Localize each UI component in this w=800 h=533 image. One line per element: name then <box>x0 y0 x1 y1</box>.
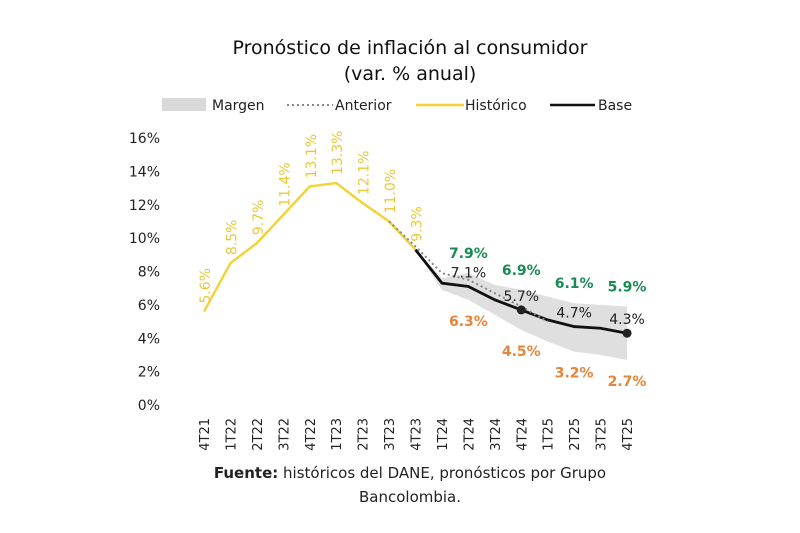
x-tick-label: 4T25 <box>621 418 636 451</box>
base-point-marker <box>622 328 632 338</box>
x-tick-label: 3T23 <box>383 418 398 451</box>
y-tick-label: 14% <box>129 164 160 180</box>
source-text: históricos del DANE, pronósticos por Gru… <box>278 464 606 482</box>
x-tick-label: 3T22 <box>277 418 292 451</box>
x-tick-label: 1T25 <box>542 418 557 451</box>
x-tick-label: 3T25 <box>595 418 610 451</box>
legend-swatch-margen <box>162 98 206 111</box>
x-tick-label: 4T24 <box>515 418 530 451</box>
historico-data-label: 9.3% <box>410 206 426 242</box>
x-tick-label: 1T24 <box>436 418 451 451</box>
x-tick-label: 1T23 <box>330 418 345 451</box>
x-tick-label: 2T23 <box>357 418 372 451</box>
y-tick-label: 10% <box>129 231 160 247</box>
y-tick-label: 0% <box>138 398 160 414</box>
historico-data-label: 13.1% <box>304 134 320 178</box>
y-tick-label: 8% <box>138 265 160 281</box>
source-note-line2: Bancolombia. <box>359 488 461 506</box>
historico-line <box>202 181 417 313</box>
historico-data-label: 11.4% <box>277 162 293 206</box>
historico-data-label: 12.1% <box>357 151 373 195</box>
source-label: Fuente: <box>214 464 278 482</box>
x-tick-label: 4T23 <box>410 418 425 451</box>
historico-data-label: 5.6% <box>198 268 214 304</box>
x-tick-label: 4T22 <box>304 418 319 451</box>
legend: Margen Anterior Histórico Base <box>162 98 632 114</box>
margin-lower-label: 6.3% <box>449 314 488 330</box>
historico-data-label: 11.0% <box>383 169 399 213</box>
source-note: Fuente: históricos del DANE, pronósticos… <box>214 464 606 482</box>
base-point-marker <box>516 305 526 315</box>
historico-data-label: 9.7% <box>251 200 267 236</box>
base-data-label: 5.7% <box>503 289 539 305</box>
y-tick-label: 2% <box>138 365 160 381</box>
legend-label-base: Base <box>598 98 632 114</box>
margin-lower-label: 2.7% <box>608 374 647 390</box>
y-tick-label: 16% <box>129 131 160 147</box>
base-data-label: 7.1% <box>451 266 487 282</box>
margin-upper-label: 5.9% <box>608 280 647 296</box>
x-tick-label: 1T22 <box>224 418 239 451</box>
base-data-label: 4.3% <box>609 312 645 328</box>
x-tick-label: 2T22 <box>251 418 266 451</box>
margin-band <box>415 249 628 360</box>
y-tick-label: 12% <box>129 198 160 214</box>
margin-upper-label: 6.9% <box>502 263 541 279</box>
legend-label-anterior: Anterior <box>335 98 392 114</box>
x-tick-label: 2T24 <box>462 418 477 451</box>
y-tick-label: 6% <box>138 298 160 314</box>
chart-subtitle: (var. % anual) <box>344 63 477 85</box>
legend-label-historico: Histórico <box>465 98 527 114</box>
y-tick-label: 4% <box>138 331 160 347</box>
margin-lower-label: 4.5% <box>502 344 541 360</box>
historico-data-label: 8.5% <box>224 220 240 256</box>
chart-title: Pronóstico de inflación al consumidor <box>233 37 588 59</box>
margin-upper-label: 7.9% <box>449 246 488 262</box>
base-data-label: 4.7% <box>556 306 592 322</box>
margin-upper-label: 6.1% <box>555 276 594 292</box>
x-tick-label: 2T25 <box>568 418 583 451</box>
x-tick-label: 4T21 <box>198 418 213 451</box>
margin-lower-label: 3.2% <box>555 366 594 382</box>
legend-label-margen: Margen <box>212 98 265 114</box>
historico-data-label: 13.3% <box>330 131 346 175</box>
x-tick-label: 3T24 <box>489 418 504 451</box>
